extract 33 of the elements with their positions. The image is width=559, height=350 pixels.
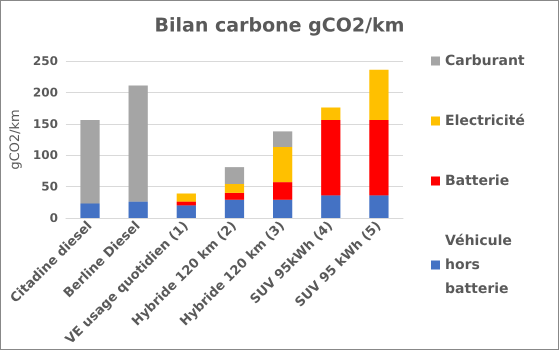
bar <box>272 200 292 218</box>
bar <box>176 205 196 218</box>
legend-label: Electricité <box>445 113 525 129</box>
bar <box>369 70 389 120</box>
bar <box>272 182 292 200</box>
bar <box>224 192 244 200</box>
bar <box>224 200 244 218</box>
bar <box>369 120 389 196</box>
bar <box>321 120 340 196</box>
legend-label: Batterie <box>445 173 510 189</box>
bar <box>272 131 292 148</box>
bar <box>80 120 100 204</box>
bar <box>128 202 148 218</box>
bar <box>224 167 244 184</box>
y-axis-title: gCO2/km <box>8 109 23 170</box>
legend-label: Véhicule hors batterie <box>445 233 517 297</box>
bar <box>224 184 244 193</box>
y-tick-label: 200 <box>32 85 58 100</box>
y-tick-label: 100 <box>32 148 58 162</box>
y-tick-label: 250 <box>32 54 58 68</box>
y-tick-label: 50 <box>41 180 58 194</box>
y-tick-label: 0 <box>50 210 58 225</box>
bar <box>321 195 340 218</box>
chart-title: Bilan carbone gCO2/km <box>154 14 404 36</box>
bar <box>369 195 389 218</box>
bar <box>176 193 196 202</box>
y-tick-label: 150 <box>32 116 58 131</box>
legend-label: Carburant <box>445 53 525 69</box>
bar <box>128 85 148 202</box>
bar <box>176 202 196 206</box>
bar <box>272 147 292 182</box>
bar <box>321 107 340 120</box>
bar <box>80 204 100 218</box>
